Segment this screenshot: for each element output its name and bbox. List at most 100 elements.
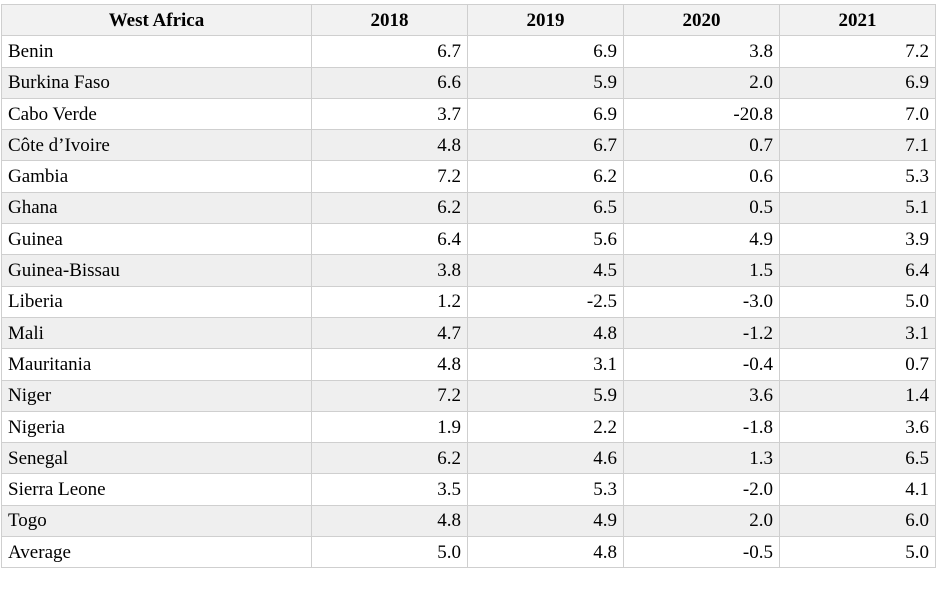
value-cell-2018: 4.8 (311, 129, 468, 162)
table-row: Sierra Leone 3.5 5.3 -2.0 4.1 (1, 473, 936, 506)
value-cell-2019: 3.1 (467, 348, 624, 381)
value-cell-2021: 3.6 (779, 410, 936, 444)
table-body: Benin 6.7 6.9 3.8 7.2 Burkina Faso 6.6 5.9 2.0 6.… (1, 35, 936, 569)
table-row: Senegal 6.2 4.6 1.3 6.5 (1, 442, 936, 475)
value-cell-2021: 5.1 (779, 191, 936, 225)
table-row: Côte d’Ivoire 4.8 6.7 0.7 7.1 (1, 129, 936, 162)
value-cell-2021: 6.0 (779, 504, 936, 538)
table-row: Niger 7.2 5.9 3.6 1.4 (1, 379, 936, 412)
country-cell: Average (1, 536, 312, 569)
value-cell-2020: 3.6 (623, 379, 780, 412)
table-row: Guinea 6.4 5.6 4.9 3.9 (1, 223, 936, 256)
value-cell-2019: 4.8 (467, 536, 624, 569)
country-cell: Niger (1, 379, 312, 412)
value-cell-2021: 4.1 (779, 473, 936, 506)
value-cell-2021: 3.1 (779, 316, 936, 350)
value-cell-2018: 6.4 (311, 223, 468, 256)
country-cell: Senegal (1, 442, 312, 475)
table-row: Guinea-Bissau 3.8 4.5 1.5 6.4 (1, 254, 936, 287)
value-cell-2019: 6.7 (467, 129, 624, 162)
value-cell-2019: 4.6 (467, 442, 624, 475)
value-cell-2020: -0.4 (623, 348, 780, 381)
value-cell-2020: 2.0 (623, 66, 780, 99)
value-cell-2020: -0.5 (623, 536, 780, 569)
table-row: Cabo Verde 3.7 6.9 -20.8 7.0 (1, 97, 936, 131)
value-cell-2018: 1.9 (311, 410, 468, 444)
value-cell-2018: 6.6 (311, 66, 468, 99)
value-cell-2018: 6.2 (311, 442, 468, 475)
value-cell-2019: 6.9 (467, 97, 624, 131)
value-cell-2020: 0.7 (623, 129, 780, 162)
value-cell-2018: 7.2 (311, 379, 468, 412)
value-cell-2020: -20.8 (623, 97, 780, 131)
table-row: Togo 4.8 4.9 2.0 6.0 (1, 504, 936, 538)
country-cell: Liberia (1, 285, 312, 318)
table-header-row: West Africa 2018 2019 2020 2021 (1, 3, 936, 37)
value-cell-2020: -1.8 (623, 410, 780, 444)
value-cell-2021: 0.7 (779, 348, 936, 381)
country-cell: Gambia (1, 160, 312, 193)
value-cell-2018: 7.2 (311, 160, 468, 193)
value-cell-2021: 7.1 (779, 129, 936, 162)
value-cell-2018: 6.2 (311, 191, 468, 225)
value-cell-2019: 6.5 (467, 191, 624, 225)
country-cell: Mauritania (1, 348, 312, 381)
value-cell-2020: 2.0 (623, 504, 780, 538)
value-cell-2021: 1.4 (779, 379, 936, 412)
value-cell-2018: 6.7 (311, 35, 468, 68)
value-cell-2018: 4.8 (311, 504, 468, 538)
value-cell-2021: 7.2 (779, 35, 936, 68)
value-cell-2019: 5.9 (467, 66, 624, 99)
table-row: Liberia 1.2 -2.5 -3.0 5.0 (1, 285, 936, 318)
value-cell-2020: 0.6 (623, 160, 780, 193)
value-cell-2018: 3.5 (311, 473, 468, 506)
table-row: Burkina Faso 6.6 5.9 2.0 6.9 (1, 66, 936, 99)
table-row: Gambia 7.2 6.2 0.6 5.3 (1, 160, 936, 193)
value-cell-2020: -2.0 (623, 473, 780, 506)
value-cell-2020: -3.0 (623, 285, 780, 318)
country-cell: Cabo Verde (1, 97, 312, 131)
table-row: Benin 6.7 6.9 3.8 7.2 (1, 35, 936, 68)
header-2021: 2021 (779, 3, 936, 37)
header-2020: 2020 (623, 3, 780, 37)
value-cell-2020: 4.9 (623, 223, 780, 256)
value-cell-2021: 6.5 (779, 442, 936, 475)
value-cell-2018: 4.7 (311, 316, 468, 350)
value-cell-2019: 5.9 (467, 379, 624, 412)
value-cell-2019: 5.3 (467, 473, 624, 506)
country-cell: Ghana (1, 191, 312, 225)
value-cell-2021: 6.4 (779, 254, 936, 287)
value-cell-2018: 1.2 (311, 285, 468, 318)
country-cell: Sierra Leone (1, 473, 312, 506)
value-cell-2018: 3.7 (311, 97, 468, 131)
value-cell-2018: 5.0 (311, 536, 468, 569)
value-cell-2019: 6.9 (467, 35, 624, 68)
table-row: Mauritania 4.8 3.1 -0.4 0.7 (1, 348, 936, 381)
value-cell-2021: 3.9 (779, 223, 936, 256)
header-2019: 2019 (467, 3, 624, 37)
value-cell-2020: 0.5 (623, 191, 780, 225)
value-cell-2019: 6.2 (467, 160, 624, 193)
country-cell: Côte d’Ivoire (1, 129, 312, 162)
value-cell-2018: 4.8 (311, 348, 468, 381)
value-cell-2020: -1.2 (623, 316, 780, 350)
country-cell: Guinea-Bissau (1, 254, 312, 287)
table-row: Mali 4.7 4.8 -1.2 3.1 (1, 316, 936, 350)
country-cell: Guinea (1, 223, 312, 256)
value-cell-2020: 3.8 (623, 35, 780, 68)
value-cell-2018: 3.8 (311, 254, 468, 287)
west-africa-table: West Africa 2018 2019 2020 2021 Benin 6.7… (1, 3, 936, 569)
country-cell: Burkina Faso (1, 66, 312, 99)
value-cell-2021: 7.0 (779, 97, 936, 131)
country-cell: Nigeria (1, 410, 312, 444)
country-cell: Mali (1, 316, 312, 350)
value-cell-2019: 5.6 (467, 223, 624, 256)
header-2018: 2018 (311, 3, 468, 37)
value-cell-2019: 4.8 (467, 316, 624, 350)
table-row: Nigeria 1.9 2.2 -1.8 3.6 (1, 410, 936, 444)
value-cell-2019: -2.5 (467, 285, 624, 318)
value-cell-2020: 1.5 (623, 254, 780, 287)
value-cell-2021: 5.0 (779, 536, 936, 569)
value-cell-2019: 2.2 (467, 410, 624, 444)
value-cell-2019: 4.5 (467, 254, 624, 287)
